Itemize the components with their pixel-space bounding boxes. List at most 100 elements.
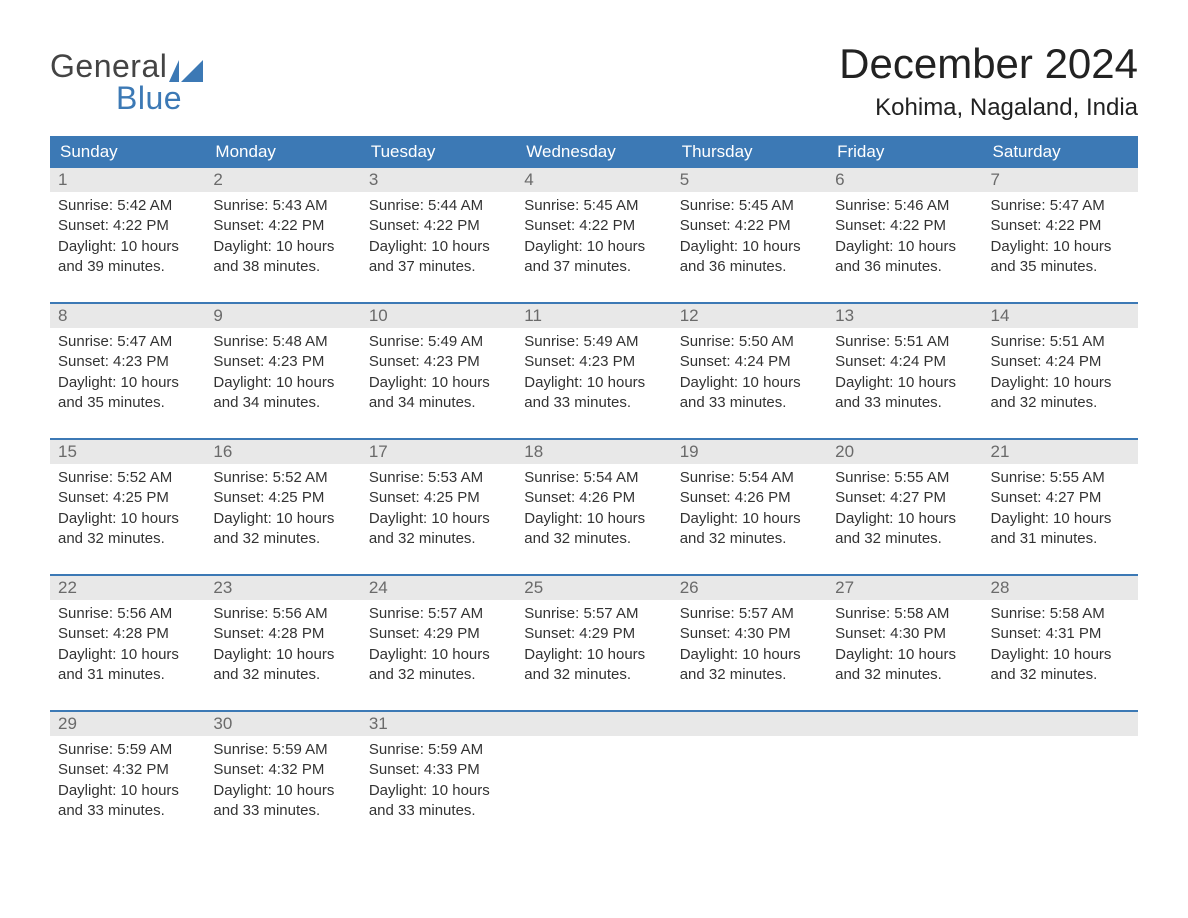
- daylight-line: Daylight: 10 hours and 31 minutes.: [58, 645, 197, 686]
- day-number: 16: [205, 440, 360, 464]
- sunrise-line: Sunrise: 5:52 AM: [58, 468, 197, 488]
- day-cell: 11Sunrise: 5:49 AMSunset: 4:23 PMDayligh…: [516, 304, 671, 424]
- day-body: Sunrise: 5:56 AMSunset: 4:28 PMDaylight:…: [50, 600, 205, 691]
- sunrise-line: Sunrise: 5:57 AM: [524, 604, 663, 624]
- day-cell: [983, 712, 1138, 832]
- day-number: 2: [205, 168, 360, 192]
- day-body: Sunrise: 5:55 AMSunset: 4:27 PMDaylight:…: [827, 464, 982, 555]
- sunset-line: Sunset: 4:25 PM: [369, 488, 508, 508]
- day-cell: 25Sunrise: 5:57 AMSunset: 4:29 PMDayligh…: [516, 576, 671, 696]
- daylight-line: Daylight: 10 hours and 33 minutes.: [524, 373, 663, 414]
- sunrise-line: Sunrise: 5:54 AM: [524, 468, 663, 488]
- sunrise-line: Sunrise: 5:59 AM: [213, 740, 352, 760]
- daylight-line: Daylight: 10 hours and 32 minutes.: [524, 645, 663, 686]
- daylight-line: Daylight: 10 hours and 33 minutes.: [835, 373, 974, 414]
- daylight-line: Daylight: 10 hours and 31 minutes.: [991, 509, 1130, 550]
- day-cell: 12Sunrise: 5:50 AMSunset: 4:24 PMDayligh…: [672, 304, 827, 424]
- sunrise-line: Sunrise: 5:57 AM: [369, 604, 508, 624]
- weekday-header: Thursday: [672, 136, 827, 168]
- sunset-line: Sunset: 4:25 PM: [213, 488, 352, 508]
- sunset-line: Sunset: 4:23 PM: [524, 352, 663, 372]
- daylight-line: Daylight: 10 hours and 37 minutes.: [369, 237, 508, 278]
- sunset-line: Sunset: 4:26 PM: [524, 488, 663, 508]
- sunset-line: Sunset: 4:29 PM: [369, 624, 508, 644]
- daylight-line: Daylight: 10 hours and 32 minutes.: [369, 645, 508, 686]
- sunrise-line: Sunrise: 5:54 AM: [680, 468, 819, 488]
- daylight-line: Daylight: 10 hours and 33 minutes.: [213, 781, 352, 822]
- day-number: 19: [672, 440, 827, 464]
- sunrise-line: Sunrise: 5:59 AM: [58, 740, 197, 760]
- day-number: 8: [50, 304, 205, 328]
- day-number: 15: [50, 440, 205, 464]
- day-body: Sunrise: 5:50 AMSunset: 4:24 PMDaylight:…: [672, 328, 827, 419]
- sunset-line: Sunset: 4:24 PM: [835, 352, 974, 372]
- day-number: 29: [50, 712, 205, 736]
- day-body: Sunrise: 5:59 AMSunset: 4:33 PMDaylight:…: [361, 736, 516, 827]
- brand-word-2: Blue: [116, 82, 203, 114]
- sunrise-line: Sunrise: 5:51 AM: [835, 332, 974, 352]
- weekday-header: Tuesday: [361, 136, 516, 168]
- day-body: Sunrise: 5:57 AMSunset: 4:29 PMDaylight:…: [361, 600, 516, 691]
- sunset-line: Sunset: 4:27 PM: [991, 488, 1130, 508]
- sunrise-line: Sunrise: 5:44 AM: [369, 196, 508, 216]
- day-number: 24: [361, 576, 516, 600]
- day-number: [516, 712, 671, 736]
- day-cell: 16Sunrise: 5:52 AMSunset: 4:25 PMDayligh…: [205, 440, 360, 560]
- sunset-line: Sunset: 4:32 PM: [213, 760, 352, 780]
- day-body: Sunrise: 5:46 AMSunset: 4:22 PMDaylight:…: [827, 192, 982, 283]
- sunrise-line: Sunrise: 5:42 AM: [58, 196, 197, 216]
- day-cell: 20Sunrise: 5:55 AMSunset: 4:27 PMDayligh…: [827, 440, 982, 560]
- daylight-line: Daylight: 10 hours and 36 minutes.: [835, 237, 974, 278]
- day-cell: 31Sunrise: 5:59 AMSunset: 4:33 PMDayligh…: [361, 712, 516, 832]
- location-subtitle: Kohima, Nagaland, India: [839, 94, 1138, 122]
- daylight-line: Daylight: 10 hours and 32 minutes.: [835, 509, 974, 550]
- daylight-line: Daylight: 10 hours and 35 minutes.: [991, 237, 1130, 278]
- weekday-header: Friday: [827, 136, 982, 168]
- day-number: 5: [672, 168, 827, 192]
- sunset-line: Sunset: 4:26 PM: [680, 488, 819, 508]
- sunrise-line: Sunrise: 5:47 AM: [58, 332, 197, 352]
- day-cell: [672, 712, 827, 832]
- weekday-header-row: Sunday Monday Tuesday Wednesday Thursday…: [50, 136, 1138, 168]
- sunrise-line: Sunrise: 5:55 AM: [835, 468, 974, 488]
- day-body: Sunrise: 5:48 AMSunset: 4:23 PMDaylight:…: [205, 328, 360, 419]
- sunset-line: Sunset: 4:30 PM: [680, 624, 819, 644]
- day-number: [672, 712, 827, 736]
- daylight-line: Daylight: 10 hours and 33 minutes.: [58, 781, 197, 822]
- sunrise-line: Sunrise: 5:56 AM: [213, 604, 352, 624]
- day-cell: 2Sunrise: 5:43 AMSunset: 4:22 PMDaylight…: [205, 168, 360, 288]
- day-cell: 10Sunrise: 5:49 AMSunset: 4:23 PMDayligh…: [361, 304, 516, 424]
- sunset-line: Sunset: 4:33 PM: [369, 760, 508, 780]
- daylight-line: Daylight: 10 hours and 38 minutes.: [213, 237, 352, 278]
- day-body: Sunrise: 5:47 AMSunset: 4:22 PMDaylight:…: [983, 192, 1138, 283]
- day-body: Sunrise: 5:58 AMSunset: 4:30 PMDaylight:…: [827, 600, 982, 691]
- day-number: 11: [516, 304, 671, 328]
- weekday-header: Wednesday: [516, 136, 671, 168]
- day-number: 17: [361, 440, 516, 464]
- day-cell: 27Sunrise: 5:58 AMSunset: 4:30 PMDayligh…: [827, 576, 982, 696]
- sunrise-line: Sunrise: 5:52 AM: [213, 468, 352, 488]
- calendar-grid: Sunday Monday Tuesday Wednesday Thursday…: [50, 136, 1138, 832]
- day-number: 3: [361, 168, 516, 192]
- day-cell: 15Sunrise: 5:52 AMSunset: 4:25 PMDayligh…: [50, 440, 205, 560]
- daylight-line: Daylight: 10 hours and 39 minutes.: [58, 237, 197, 278]
- day-number: 4: [516, 168, 671, 192]
- day-body: Sunrise: 5:44 AMSunset: 4:22 PMDaylight:…: [361, 192, 516, 283]
- day-cell: 3Sunrise: 5:44 AMSunset: 4:22 PMDaylight…: [361, 168, 516, 288]
- day-cell: 7Sunrise: 5:47 AMSunset: 4:22 PMDaylight…: [983, 168, 1138, 288]
- sunset-line: Sunset: 4:28 PM: [58, 624, 197, 644]
- day-number: 18: [516, 440, 671, 464]
- day-body: Sunrise: 5:45 AMSunset: 4:22 PMDaylight:…: [516, 192, 671, 283]
- day-cell: 19Sunrise: 5:54 AMSunset: 4:26 PMDayligh…: [672, 440, 827, 560]
- day-body: Sunrise: 5:59 AMSunset: 4:32 PMDaylight:…: [50, 736, 205, 827]
- day-number: 25: [516, 576, 671, 600]
- day-body: Sunrise: 5:57 AMSunset: 4:30 PMDaylight:…: [672, 600, 827, 691]
- day-cell: 24Sunrise: 5:57 AMSunset: 4:29 PMDayligh…: [361, 576, 516, 696]
- day-cell: 29Sunrise: 5:59 AMSunset: 4:32 PMDayligh…: [50, 712, 205, 832]
- day-cell: 1Sunrise: 5:42 AMSunset: 4:22 PMDaylight…: [50, 168, 205, 288]
- flag-icon: [169, 60, 203, 82]
- brand-word-1-text: General: [50, 50, 167, 82]
- daylight-line: Daylight: 10 hours and 32 minutes.: [369, 509, 508, 550]
- sunrise-line: Sunrise: 5:50 AM: [680, 332, 819, 352]
- day-body: Sunrise: 5:53 AMSunset: 4:25 PMDaylight:…: [361, 464, 516, 555]
